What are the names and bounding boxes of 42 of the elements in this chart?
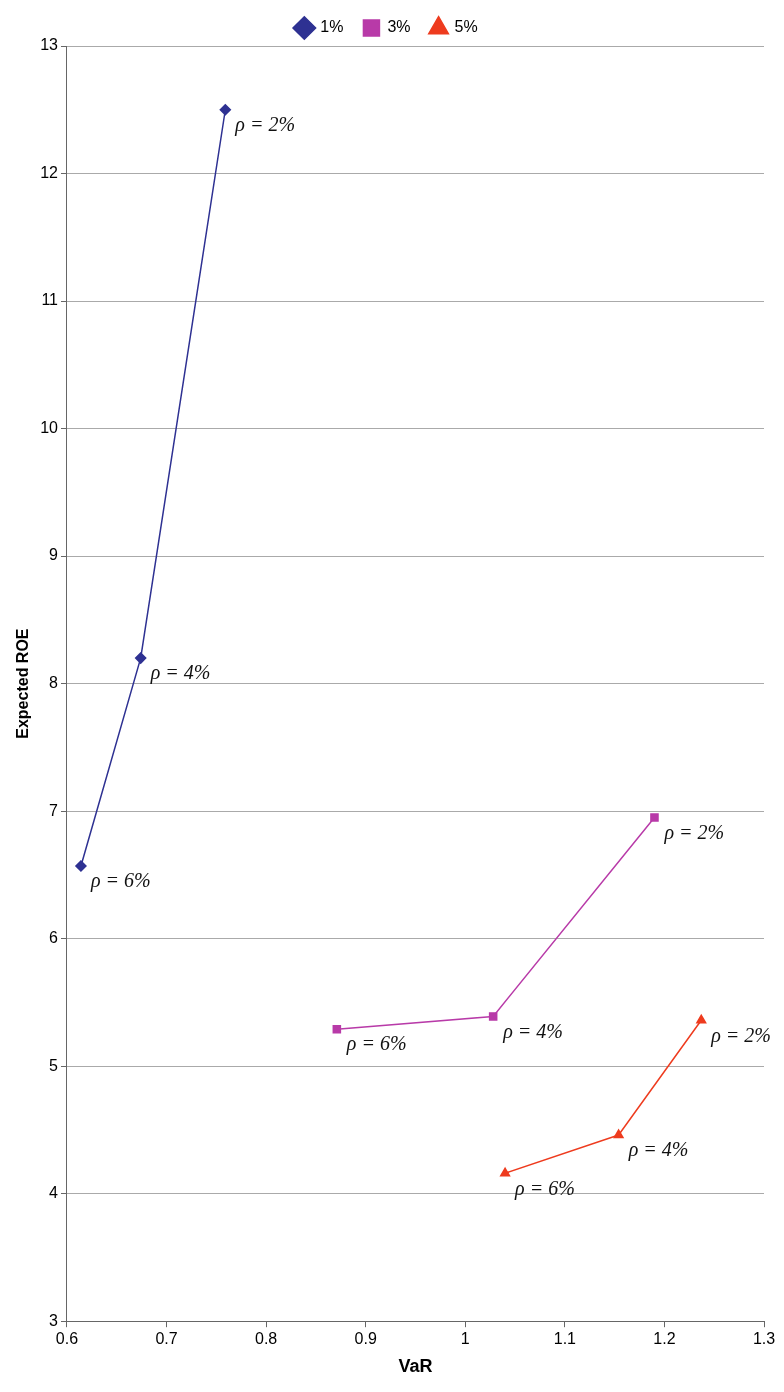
x-tick-label: 0.6 <box>55 1330 79 1348</box>
point <box>219 104 232 116</box>
point <box>613 1129 624 1139</box>
legend-label: 3% <box>387 18 411 36</box>
y-tick-label: 9 <box>49 546 59 564</box>
point <box>332 1024 342 1034</box>
x-tick-label: 1.2 <box>653 1330 676 1348</box>
legend-label: 1% <box>320 18 344 36</box>
annotation: ρ = 6% <box>514 1176 575 1200</box>
x-axis-title: VaR <box>398 1356 433 1377</box>
y-tick-label: 10 <box>40 418 59 436</box>
y-tick-label: 8 <box>49 674 59 692</box>
y-tick-label: 3 <box>49 1311 59 1329</box>
y-tick-label: 6 <box>49 929 59 947</box>
annotation: ρ = 2% <box>234 113 296 137</box>
x-tick-label: 0.9 <box>354 1330 377 1348</box>
annotation: ρ = 6% <box>89 869 151 893</box>
y-tick-label: 7 <box>49 801 59 819</box>
x-tick-label: 0.7 <box>155 1330 178 1348</box>
y-tick-label: 5 <box>49 1056 59 1074</box>
y-tick-label: 12 <box>40 163 59 181</box>
annotation: ρ = 2% <box>663 820 725 844</box>
annotation: ρ = 4% <box>627 1138 689 1162</box>
x-tick-label: 1 <box>460 1330 470 1348</box>
point <box>75 860 87 872</box>
annotation: ρ = 4% <box>502 1019 563 1043</box>
y-axis-title: Expected ROE <box>14 628 32 739</box>
point <box>650 813 659 822</box>
y-tick-label: 13 <box>40 36 59 54</box>
y-tick-label: 4 <box>49 1184 59 1202</box>
annotation: ρ = 4% <box>149 661 211 685</box>
point <box>500 1167 511 1177</box>
x-tick-label: 0.8 <box>255 1330 278 1348</box>
x-tick-label: 1.1 <box>553 1330 577 1348</box>
legend-label: 5% <box>454 18 478 36</box>
x-tick-label: 1.3 <box>752 1330 776 1348</box>
y-tick-label: 11 <box>41 291 59 309</box>
annotation: ρ = 2% <box>710 1023 772 1047</box>
point <box>696 1014 707 1024</box>
annotation: ρ = 6% <box>345 1032 407 1056</box>
point <box>488 1012 498 1021</box>
point <box>134 652 147 664</box>
